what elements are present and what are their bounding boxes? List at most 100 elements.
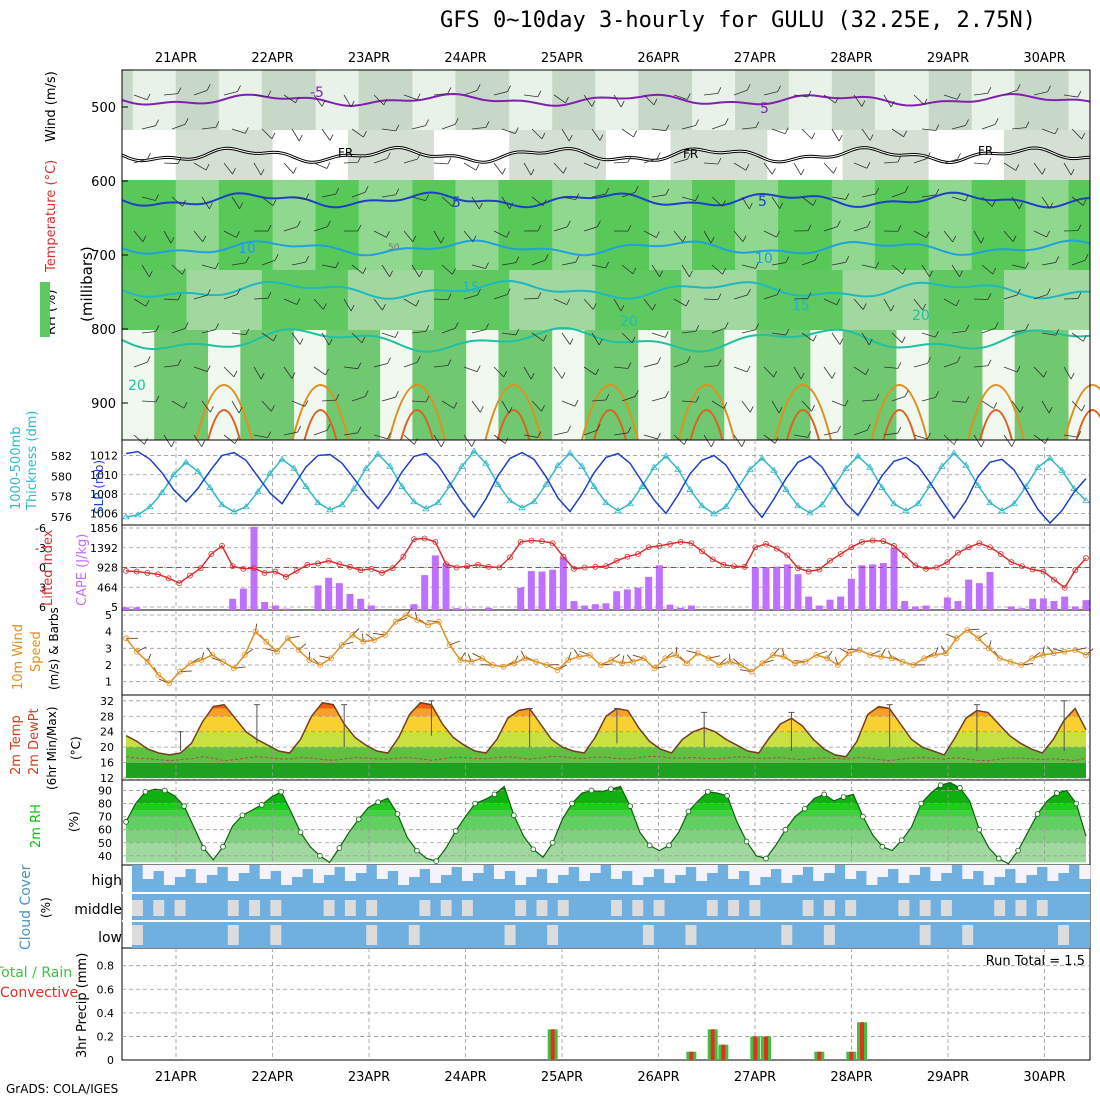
wind-speed-point [597, 662, 604, 668]
wind-barb [839, 338, 844, 345]
wind-barb [182, 268, 186, 275]
contour-30 [303, 409, 338, 441]
wind-barb [1011, 196, 1020, 210]
wind-speed-point [263, 638, 270, 645]
wind-barb [234, 437, 239, 444]
thickness-point [146, 503, 154, 510]
rh-field-lower [347, 270, 360, 330]
rh-point [239, 812, 246, 819]
wind-barb [283, 298, 298, 305]
wind-barb [343, 366, 358, 370]
cloud-high-gap [749, 865, 761, 885]
rh-field-lower [724, 270, 736, 330]
wind-barb [357, 426, 362, 434]
wind-barb [703, 162, 718, 165]
wind-barb [441, 196, 453, 207]
rh-point [161, 787, 168, 794]
rh-point [258, 802, 265, 808]
chart-title: GFS 0~10day 3-hourly for GULU (32.25E, 2… [440, 8, 1037, 33]
wind-barb [493, 162, 503, 175]
wind-barb [1033, 434, 1046, 444]
wind-barb [935, 391, 939, 398]
rh-field-upper-mid [218, 130, 231, 180]
wind-barb [807, 292, 812, 299]
rh-field-lower [950, 270, 962, 330]
rh-field-upper [670, 70, 682, 130]
cape-bar [527, 571, 535, 610]
cloud-low-gap [685, 925, 697, 945]
rh-field-lower [1079, 270, 1091, 330]
wind-barb [883, 366, 898, 369]
wind-speed-point [1007, 658, 1014, 665]
thickness-point [806, 509, 814, 516]
wind-speed-point [759, 660, 766, 667]
rh-field-upper [799, 70, 811, 130]
wind-barb [823, 366, 833, 379]
rh-field-upper [735, 70, 747, 130]
wind-barb [763, 294, 778, 300]
wind-barb [362, 267, 367, 274]
wind-barb [956, 356, 961, 363]
rh-field-mid [154, 180, 166, 270]
contour-label-50: 50 [388, 243, 400, 253]
cape-bar [1050, 601, 1058, 610]
rh-field-lower [606, 270, 618, 330]
rh-field-lower [197, 270, 209, 330]
wind-barb [681, 330, 696, 334]
lifted-index-point [219, 543, 225, 549]
wind-barb [351, 128, 364, 138]
wind-speed-point [554, 667, 561, 673]
rh-field-mid [616, 180, 629, 270]
lifted-index-point [432, 538, 439, 545]
rh-field-upper [810, 70, 822, 130]
rh-point [705, 788, 711, 795]
rh-field-bottom [616, 330, 629, 440]
wind-barb-10m [426, 620, 439, 623]
wind-speed-point [867, 652, 874, 658]
wind-barb [364, 390, 369, 397]
rh-field-upper-mid [552, 130, 564, 180]
wind-barb [711, 327, 726, 334]
wind-speed-point [1061, 648, 1068, 655]
wind-barb [897, 362, 902, 369]
thickness-tick-label: 578 [51, 491, 72, 504]
wind-barb [652, 303, 656, 311]
cloud-high-gap [472, 865, 484, 873]
wind-barb [1041, 332, 1056, 336]
thickness-point [410, 497, 418, 505]
wind-barb [440, 440, 445, 448]
rh-field-lower [208, 270, 220, 330]
cloud-high-gap [142, 865, 154, 879]
rh-field-upper [702, 70, 715, 130]
cape-tick-label: 5 [111, 601, 118, 614]
rh-field-mid [132, 180, 145, 270]
wind-barb [883, 298, 892, 312]
wind-barb [145, 300, 150, 307]
wind-speed-point [835, 662, 841, 668]
wind-barb [591, 399, 606, 402]
wind-barb [141, 331, 156, 334]
wind-barb [471, 329, 486, 334]
lifted-index-point [859, 538, 865, 545]
wind-barb [329, 134, 334, 141]
cloud-middle-gap [802, 900, 814, 916]
wind-barb [141, 125, 156, 130]
rh-field-upper [261, 70, 274, 130]
run-total-label: Run Total = 1.5 [986, 954, 1085, 969]
wind-barb [313, 366, 326, 376]
wind-barb-10m [1053, 648, 1065, 653]
wind-barb [927, 357, 931, 364]
rh-field-mid [606, 180, 618, 270]
cape-tick-label: 1392 [90, 542, 118, 555]
cape-bar [559, 557, 567, 610]
rh-field-bottom [627, 330, 639, 440]
wind-barb [749, 406, 754, 413]
thickness-point [242, 503, 250, 510]
wind-barb [267, 431, 272, 438]
rh-field-lower [186, 270, 198, 330]
rh-field-bottom [939, 330, 951, 440]
cloud-low-gap [781, 925, 793, 945]
cross-section-frame [121, 69, 1091, 441]
temp-tick-label: 16 [100, 757, 114, 770]
rh-field-upper-mid [122, 130, 134, 180]
